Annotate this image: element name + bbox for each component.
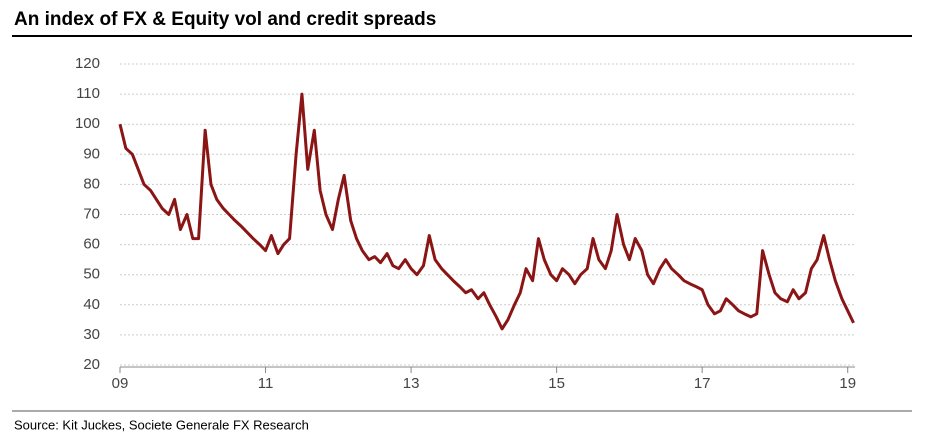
y-tick-label: 110 [76,85,100,102]
series-line [118,92,855,331]
y-tick-label: 70 [83,205,100,222]
chart-title: An index of FX & Equity vol and credit s… [14,9,436,30]
y-tick-label: 20 [83,356,100,373]
y-tick-label: 50 [83,266,100,283]
y-tick-label: 40 [83,296,100,313]
x-tick-label: 19 [839,375,856,392]
x-tick-label: 13 [403,375,420,392]
y-tick-label: 120 [75,55,100,72]
y-tick-label: 60 [83,236,100,253]
y-tick-label: 80 [83,175,100,192]
source: Source: Kit Juckes, Societe Generale FX … [14,417,309,432]
x-tick-label: 15 [548,375,565,392]
x-tick-label: 11 [258,375,274,392]
y-tick-label: 30 [83,326,100,343]
x-tick-label: 17 [694,375,711,392]
y-tick-label: 100 [75,115,100,132]
x-tick-label: 09 [112,375,129,392]
y-tick-label: 90 [83,145,100,162]
